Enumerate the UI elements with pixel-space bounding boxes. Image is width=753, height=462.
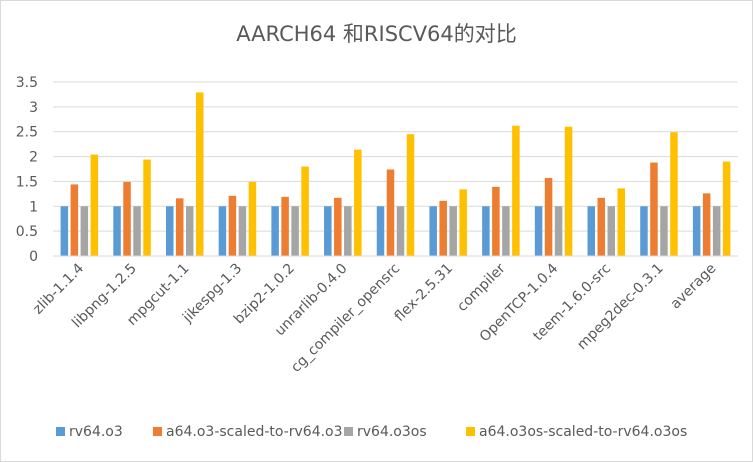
chart-title: AARCH64 和RISCV64的对比 [236,22,517,46]
x-tick-label: average [668,261,720,313]
legend-label: rv64.o3os [357,424,427,440]
bar [281,196,289,256]
bar [185,206,194,256]
series-1 [70,162,711,256]
bar [386,169,395,256]
legend-label: rv64.o3 [69,424,123,440]
bar [544,177,553,256]
bar [324,206,332,256]
bar [396,206,405,256]
bar [60,206,69,256]
bar [712,206,721,256]
bar [143,159,151,256]
bar [123,181,131,256]
series-2 [80,206,721,256]
bar [291,206,299,256]
bar [512,125,520,257]
bar [429,206,437,256]
bar [113,206,121,256]
bar [354,149,362,256]
bar [376,206,385,256]
series-3 [90,92,731,257]
bar [564,126,573,256]
legend-entry: a64.o3-scaled-to-rv64.o3 [153,424,343,440]
y-tick-label: 3 [29,100,38,116]
bar [650,162,658,256]
legend-entry: rv64.o3os [344,424,427,440]
bar [702,193,711,256]
y-tick-label: 2.5 [16,125,38,141]
bar [492,186,500,256]
bar [670,132,678,256]
bar [607,206,616,256]
legend-label: a64.o3-scaled-to-rv64.o3 [166,424,343,440]
bar [554,206,563,256]
bar [722,161,731,256]
y-axis-tick-labels: 0 0.5 1 1.5 2 2.5 3 3.5 [16,75,38,265]
bar [195,92,204,256]
bar [449,206,457,256]
bar [344,206,352,256]
bar [238,206,247,256]
x-tick-label: compiler [454,260,509,315]
legend-swatch [56,427,65,436]
bar [439,200,447,256]
bar [502,206,510,256]
bar [660,206,668,256]
legend-swatch [466,427,475,436]
bar [534,206,543,256]
bars [60,92,731,257]
bar [482,206,490,256]
bar [587,206,596,256]
bar [271,206,279,256]
bar [334,197,342,256]
bar [90,154,99,256]
bar [301,166,309,256]
bar [692,206,701,256]
bar [406,134,415,256]
bar [165,206,174,256]
legend-entry: a64.o3os-scaled-to-rv64.o3os [466,424,687,440]
series-0 [60,206,701,256]
y-tick-label: 2 [29,150,38,166]
gridlines [53,81,738,232]
y-tick-label: 3.5 [16,75,38,91]
bar [228,195,237,256]
bar [175,198,184,256]
bar [617,188,626,256]
x-axis-tick-labels: zlib-1.1.4libpng-1.2.5mpgcut-1.1jikespg-… [30,260,719,375]
legend-entry: rv64.o3 [56,424,123,440]
legend-label: a64.o3os-scaled-to-rv64.o3os [479,424,687,440]
bar [248,181,257,256]
y-tick-label: 1.5 [16,174,38,190]
y-tick-label: 1 [29,199,38,215]
y-tick-label: 0.5 [16,224,38,240]
x-tick-label: cg_compiler_opensrc [288,261,403,376]
legend-swatch [153,427,162,436]
bar [597,197,606,256]
bar [70,184,79,256]
legend: rv64.o3 a64.o3-scaled-to-rv64.o3 rv64.o3os… [56,424,687,440]
legend-swatch [344,427,353,436]
bar [640,206,648,256]
bar [459,189,467,256]
bar [218,206,227,256]
x-tick-label: zlib-1.1.4 [30,260,87,317]
bar [133,206,141,256]
bar [80,206,89,256]
y-tick-label: 0 [29,249,38,265]
